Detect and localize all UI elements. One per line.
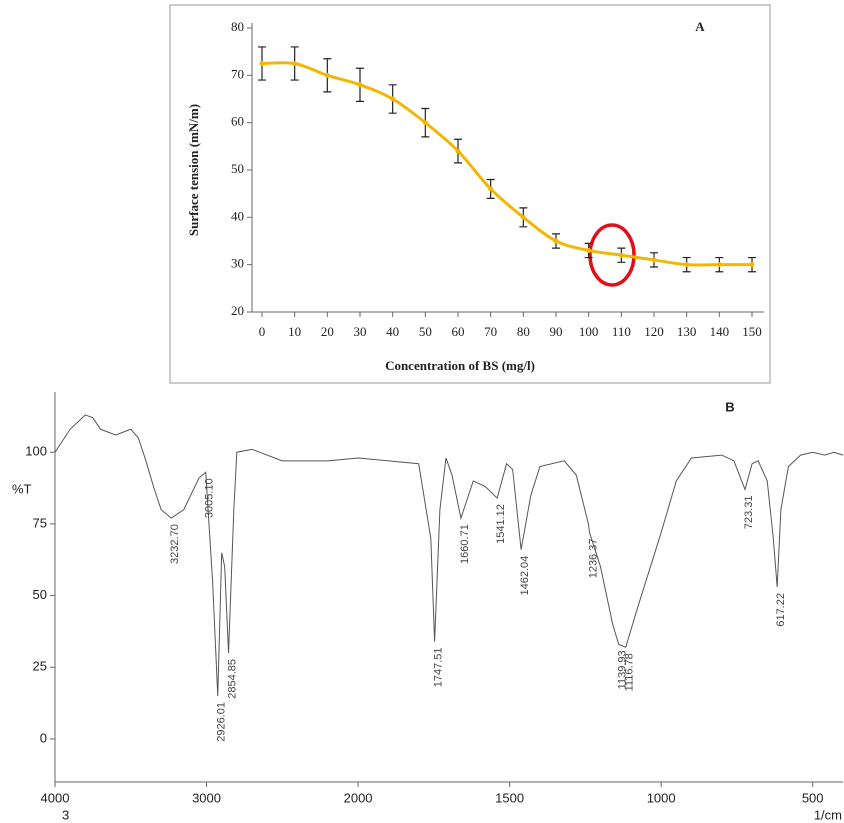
x-tick-label: 150 [742, 324, 762, 339]
y-axis-label: %T [12, 481, 32, 496]
y-tick-label: 20 [231, 303, 244, 318]
x-tick-label: 70 [484, 324, 497, 339]
x-tick-label: 110 [612, 324, 631, 339]
point [422, 120, 428, 126]
peak-label: 2854.85 [226, 659, 238, 699]
x-axis-label: Concentration of BS (mg/l) [385, 358, 535, 373]
peak-label: 617.22 [775, 593, 787, 627]
y-axis-label: Surface tension (mN/m) [186, 104, 201, 236]
x-tick-label: 90 [550, 324, 563, 339]
point [488, 186, 494, 192]
y-tick-label: 50 [231, 161, 244, 176]
panel-title: B [725, 399, 734, 414]
x-tick-label: 60 [452, 324, 465, 339]
panel-frame [169, 4, 771, 384]
peak-label: 3232.70 [169, 524, 181, 564]
y-tick-label: 100 [25, 444, 47, 459]
y-tick-label: 25 [33, 659, 47, 674]
line [261, 61, 752, 267]
peak-label: 1747.51 [433, 647, 445, 687]
y-tick-label: 60 [231, 114, 244, 129]
x-tick-label: 80 [517, 324, 530, 339]
point [618, 252, 624, 258]
point [324, 72, 330, 78]
y-tick-label: 80 [231, 19, 244, 34]
peak-label: 1660.71 [459, 524, 471, 564]
x-tick-label: 4000 [41, 790, 70, 805]
x-tick-label: 140 [710, 324, 730, 339]
peak-label: 723.31 [743, 496, 755, 530]
peak-label: 1236.37 [587, 539, 599, 579]
point [684, 262, 690, 268]
y-tick-label: 75 [33, 515, 47, 530]
x-tick-label: 1000 [647, 790, 676, 805]
peak-label: 3005.10 [204, 478, 216, 518]
x-unit: 1/cm [814, 807, 842, 822]
line [54, 414, 844, 696]
peak-label: 1139.93 [617, 650, 629, 689]
x-tick-label: 3000 [192, 790, 221, 805]
y-tick-label: 50 [33, 587, 47, 602]
y-tick-label: 30 [231, 256, 244, 271]
x-tick-label: 0 [259, 324, 266, 339]
highlight-circle [588, 223, 636, 287]
point [520, 214, 526, 220]
x-tick-label: 100 [579, 324, 599, 339]
peak-label: 1541.12 [495, 504, 507, 544]
point [357, 82, 363, 88]
point [455, 148, 461, 154]
x-tick-label: 130 [677, 324, 697, 339]
point [716, 262, 722, 268]
x-tick-label: 1500 [495, 790, 524, 805]
point [553, 238, 559, 244]
y-tick-label: 0 [40, 730, 47, 745]
x-tick-label: 120 [644, 324, 664, 339]
panel-title: A [695, 19, 705, 34]
peak-label: 2926.01 [216, 702, 228, 742]
x-tick-label: 40 [386, 324, 399, 339]
y-tick-label: 70 [231, 66, 244, 81]
point [292, 61, 298, 66]
x-tick-label: 20 [321, 324, 334, 339]
x-tick-label: 10 [288, 324, 301, 339]
peak-label: 1462.04 [519, 556, 531, 596]
y-tick-label: 40 [231, 208, 244, 223]
x-tick-label: 500 [802, 790, 824, 805]
footnote: 3 [62, 807, 69, 822]
x-tick-label: 2000 [344, 790, 373, 805]
peak-label: 1116.78 [624, 653, 636, 691]
x-tick-label: 50 [419, 324, 432, 339]
point [259, 61, 265, 66]
point [651, 257, 657, 263]
point [749, 262, 755, 268]
point [586, 247, 592, 253]
x-tick-label: 30 [354, 324, 367, 339]
point [390, 96, 396, 102]
